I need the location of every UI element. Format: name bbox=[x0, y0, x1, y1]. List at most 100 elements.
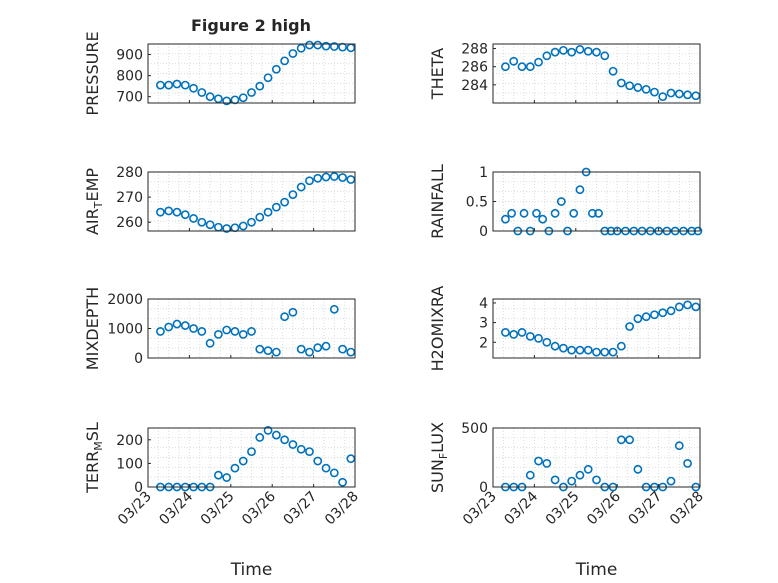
data-point bbox=[255, 433, 265, 442]
data-point bbox=[346, 454, 356, 464]
data-point bbox=[313, 40, 323, 50]
y-tick-label: 700 bbox=[116, 90, 143, 106]
data-point bbox=[305, 40, 314, 50]
y-tick-label: 200 bbox=[116, 433, 143, 449]
data-point bbox=[213, 94, 223, 104]
data-point bbox=[534, 57, 543, 67]
data-point bbox=[666, 88, 676, 98]
data-point bbox=[305, 447, 314, 456]
y-axis-label: AIRTEMP bbox=[83, 168, 105, 235]
axes-box bbox=[492, 298, 701, 359]
data-point bbox=[542, 337, 552, 347]
data-point bbox=[230, 327, 240, 336]
data-point bbox=[517, 328, 527, 337]
data-point bbox=[550, 475, 560, 485]
data-point bbox=[205, 92, 215, 102]
grid bbox=[148, 172, 355, 231]
data-point bbox=[501, 62, 510, 72]
data-point bbox=[683, 458, 692, 468]
y-tick-label: 0.5 bbox=[466, 195, 488, 211]
plot-area bbox=[148, 428, 355, 487]
data-point bbox=[507, 208, 517, 218]
y-tick-label: 100 bbox=[116, 456, 143, 472]
axes-box bbox=[147, 427, 356, 488]
data-point bbox=[550, 47, 560, 57]
data-point bbox=[288, 49, 298, 58]
data-point bbox=[583, 464, 593, 474]
x-axis-label: Time bbox=[575, 560, 618, 580]
data-point bbox=[519, 208, 529, 218]
plot-area bbox=[148, 44, 355, 103]
data-point bbox=[172, 79, 182, 89]
data-point bbox=[525, 331, 535, 341]
data-point bbox=[321, 463, 331, 473]
data-point bbox=[674, 441, 684, 451]
y-tick-label: 0 bbox=[479, 224, 488, 240]
data-point bbox=[164, 206, 174, 216]
data-point bbox=[329, 42, 339, 51]
axes-box bbox=[147, 43, 356, 104]
plot-area bbox=[493, 172, 700, 231]
data-point bbox=[263, 73, 273, 83]
data-point bbox=[501, 328, 510, 337]
data-point bbox=[255, 212, 265, 222]
data-point bbox=[338, 173, 347, 182]
data-point bbox=[683, 90, 692, 100]
data-point bbox=[542, 51, 552, 61]
plot-area bbox=[493, 44, 700, 103]
subplot-air-temp: 260 270 280 AIRTEMP bbox=[83, 165, 356, 235]
y-axis-label: THETA bbox=[428, 48, 447, 100]
grid bbox=[493, 299, 700, 358]
y-tick-label: 0 bbox=[134, 351, 143, 367]
data-point bbox=[230, 463, 240, 473]
data-point bbox=[321, 41, 331, 51]
data-point bbox=[641, 84, 651, 94]
data-point bbox=[222, 224, 232, 233]
data-point bbox=[305, 347, 314, 357]
data-point bbox=[674, 302, 684, 312]
data-point bbox=[592, 475, 601, 485]
data-point bbox=[238, 329, 248, 339]
y-tick-label: 4 bbox=[479, 296, 488, 312]
data-point bbox=[156, 207, 165, 217]
data-point bbox=[575, 185, 585, 195]
data-point bbox=[674, 89, 684, 99]
data-point bbox=[641, 312, 651, 322]
y-tick-label: 2 bbox=[479, 335, 488, 351]
data-point bbox=[594, 208, 603, 218]
y-axis-label: SUNFLUX bbox=[428, 422, 450, 493]
data-point bbox=[263, 207, 273, 217]
data-point bbox=[583, 345, 593, 355]
data-point bbox=[280, 197, 290, 207]
y-tick-label: 1 bbox=[479, 165, 488, 181]
data-point bbox=[271, 347, 281, 357]
data-point bbox=[197, 327, 207, 336]
data-point bbox=[517, 62, 527, 72]
data-point bbox=[592, 47, 601, 57]
data-point bbox=[567, 345, 577, 355]
data-point bbox=[346, 347, 356, 357]
data-point bbox=[556, 197, 566, 206]
data-point bbox=[271, 64, 281, 74]
y-axis-label: TERRMSL bbox=[83, 422, 105, 494]
data-point bbox=[534, 333, 543, 343]
data-point bbox=[255, 344, 265, 354]
data-point bbox=[538, 214, 548, 224]
data-point bbox=[213, 329, 223, 339]
data-point bbox=[222, 473, 232, 482]
data-point bbox=[296, 344, 306, 354]
data-point bbox=[625, 435, 635, 445]
data-point bbox=[683, 300, 692, 310]
y-tick-label: 270 bbox=[116, 190, 143, 206]
y-tick-label: 500 bbox=[461, 421, 488, 437]
data-point bbox=[346, 175, 356, 184]
data-point bbox=[296, 182, 306, 192]
data-point bbox=[567, 476, 577, 486]
data-point bbox=[280, 56, 290, 66]
data-point bbox=[542, 458, 552, 468]
subplot-theta: 284 286 288 THETA bbox=[428, 42, 701, 104]
data-point bbox=[633, 314, 643, 324]
data-point bbox=[650, 310, 659, 320]
